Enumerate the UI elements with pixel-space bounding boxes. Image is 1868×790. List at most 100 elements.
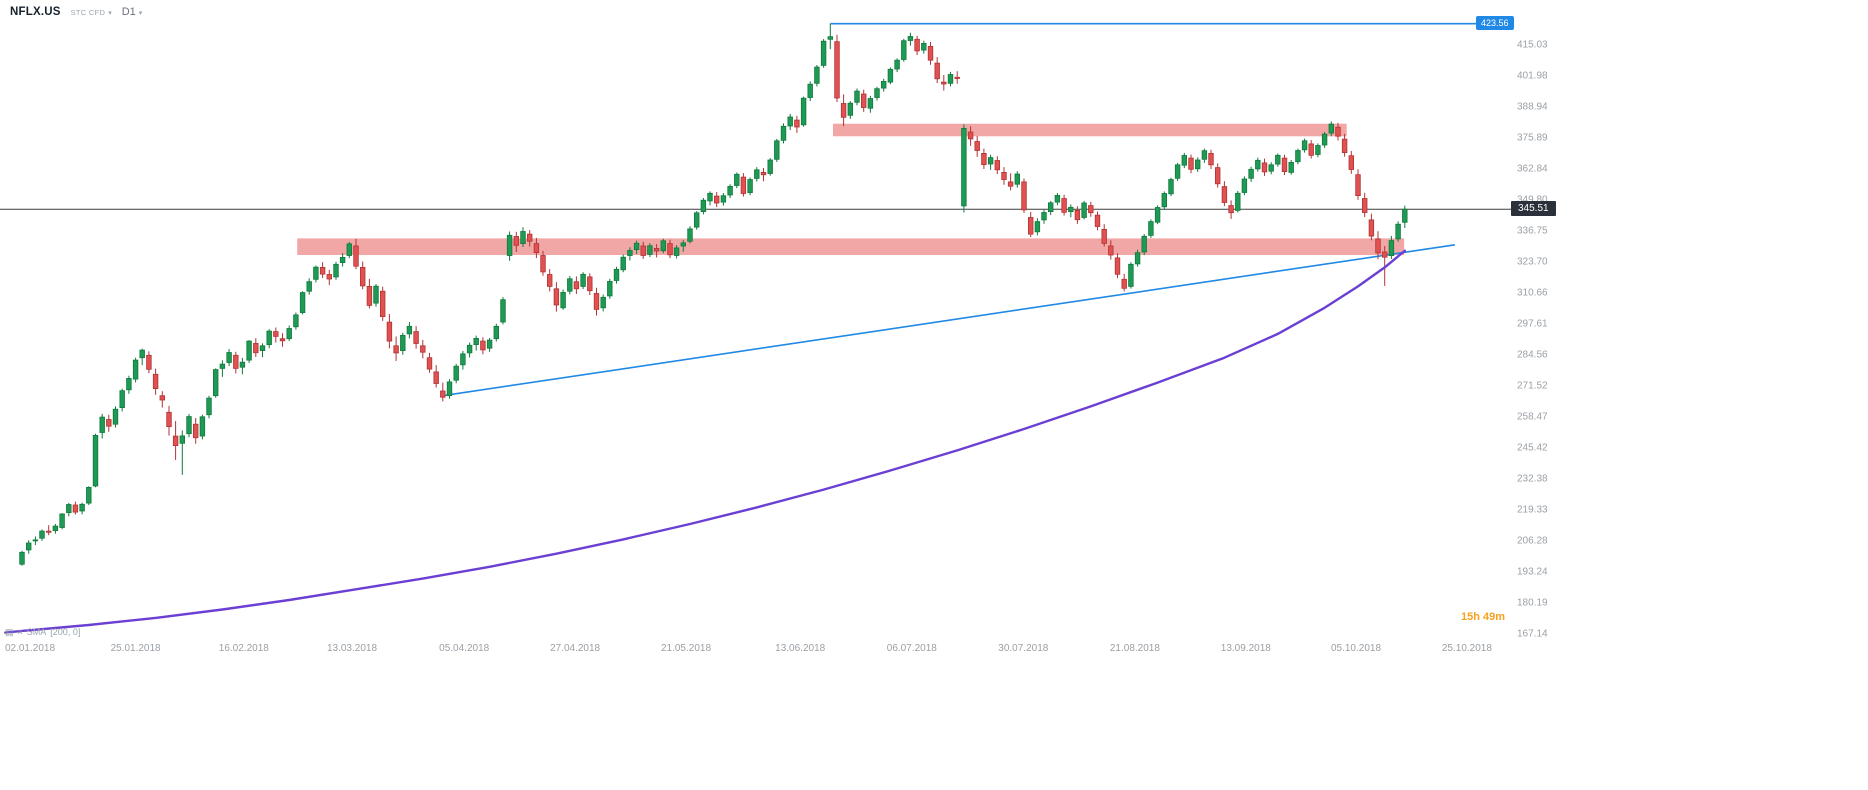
candle bbox=[907, 32, 914, 46]
candle bbox=[192, 418, 199, 444]
candle bbox=[754, 167, 760, 182]
candle bbox=[1221, 181, 1228, 207]
candle bbox=[19, 550, 25, 566]
candle bbox=[233, 351, 239, 374]
instrument-type-dropdown[interactable]: STC CFD ▾ bbox=[71, 8, 112, 17]
price-axis[interactable]: 415.03 401.98 388.94 375.89 362.84 349.80 336.… bbox=[1517, 40, 1548, 640]
candle bbox=[607, 278, 613, 299]
candle bbox=[466, 342, 473, 358]
time-axis-label: 05.04.2018 bbox=[439, 643, 489, 654]
candle bbox=[132, 357, 139, 383]
candle bbox=[1114, 253, 1121, 279]
candle bbox=[647, 243, 653, 257]
candle bbox=[493, 323, 499, 342]
candle bbox=[553, 282, 560, 312]
price-axis-label: 415.03 bbox=[1517, 40, 1548, 51]
candle bbox=[353, 238, 359, 270]
candle bbox=[279, 333, 286, 347]
symbol-label: NFLX.US bbox=[10, 6, 61, 18]
candle bbox=[834, 34, 840, 102]
candle bbox=[820, 39, 827, 68]
candle bbox=[420, 339, 426, 359]
candle bbox=[239, 357, 246, 375]
candle bbox=[513, 231, 519, 252]
candle bbox=[39, 529, 45, 541]
candle bbox=[506, 231, 513, 261]
candle bbox=[1281, 154, 1288, 175]
chevron-down-icon: ▾ bbox=[108, 9, 112, 17]
candle bbox=[1301, 138, 1308, 153]
candle bbox=[547, 269, 553, 292]
candle bbox=[874, 86, 880, 101]
candle bbox=[326, 270, 332, 285]
candle bbox=[1335, 123, 1341, 141]
candle bbox=[1001, 167, 1007, 185]
candle bbox=[1041, 209, 1047, 224]
candle bbox=[941, 75, 947, 91]
candle bbox=[339, 253, 346, 267]
candle bbox=[947, 71, 954, 87]
candle bbox=[1101, 224, 1107, 247]
candle bbox=[633, 240, 640, 254]
candle bbox=[86, 486, 92, 505]
candle bbox=[887, 67, 894, 85]
candle bbox=[894, 58, 900, 73]
candle bbox=[1154, 205, 1161, 225]
candle bbox=[246, 340, 252, 363]
candle bbox=[1141, 234, 1147, 256]
candle bbox=[1341, 133, 1348, 157]
candle bbox=[954, 71, 960, 84]
candle bbox=[840, 94, 847, 127]
time-axis-label: 13.09.2018 bbox=[1221, 643, 1271, 654]
candle bbox=[1248, 166, 1254, 182]
price-axis-label: 245.42 bbox=[1517, 443, 1548, 454]
price-axis-label: 271.52 bbox=[1517, 381, 1548, 392]
time-axis-label: 13.03.2018 bbox=[327, 643, 377, 654]
price-axis-label: 297.61 bbox=[1517, 319, 1548, 330]
sma-200-line[interactable] bbox=[4, 249, 1407, 634]
candle bbox=[861, 89, 867, 112]
candles bbox=[19, 23, 1408, 566]
candle bbox=[1328, 121, 1334, 137]
candle bbox=[112, 406, 119, 428]
price-axis-label: 323.70 bbox=[1517, 257, 1548, 268]
indicator-remove-icon[interactable]: × bbox=[17, 626, 23, 637]
current-price-badge: 345.51 bbox=[1511, 201, 1556, 216]
candle bbox=[1261, 158, 1268, 176]
support-zone-lower[interactable] bbox=[297, 238, 1405, 255]
candle bbox=[1402, 205, 1408, 228]
time-axis-label: 27.04.2018 bbox=[550, 643, 600, 654]
candle bbox=[1074, 206, 1081, 224]
candle bbox=[1288, 160, 1294, 175]
price-axis-label: 206.28 bbox=[1517, 536, 1548, 547]
candle bbox=[1255, 157, 1261, 172]
candle bbox=[1168, 177, 1174, 197]
candle bbox=[1368, 213, 1375, 241]
candle bbox=[914, 35, 920, 55]
candle bbox=[359, 261, 366, 290]
candle bbox=[400, 332, 406, 355]
candle bbox=[373, 284, 379, 307]
candle bbox=[1148, 219, 1154, 238]
timeframe-dropdown[interactable]: D1 ▾ bbox=[122, 6, 143, 18]
candle bbox=[346, 242, 352, 259]
candle bbox=[600, 294, 606, 312]
candle bbox=[760, 168, 767, 182]
price-axis-label: 284.56 bbox=[1517, 350, 1548, 361]
candle bbox=[1028, 212, 1034, 237]
indicator-chart-icon[interactable]: ▤ bbox=[5, 626, 14, 637]
candle bbox=[446, 379, 453, 399]
time-axis[interactable]: 02.01.2018 25.01.2018 16.02.2018 13.03.2018… bbox=[5, 643, 1492, 654]
chevron-down-icon: ▾ bbox=[138, 9, 143, 17]
candle bbox=[613, 266, 620, 284]
candle bbox=[306, 278, 312, 295]
candle bbox=[533, 237, 540, 259]
candle bbox=[126, 375, 132, 394]
candle bbox=[520, 227, 526, 247]
resistance-zone-upper[interactable] bbox=[833, 123, 1347, 137]
time-axis-label: 25.01.2018 bbox=[111, 643, 161, 654]
candle bbox=[627, 247, 633, 261]
candle bbox=[299, 291, 306, 315]
ascending-trendline[interactable] bbox=[442, 244, 1456, 397]
